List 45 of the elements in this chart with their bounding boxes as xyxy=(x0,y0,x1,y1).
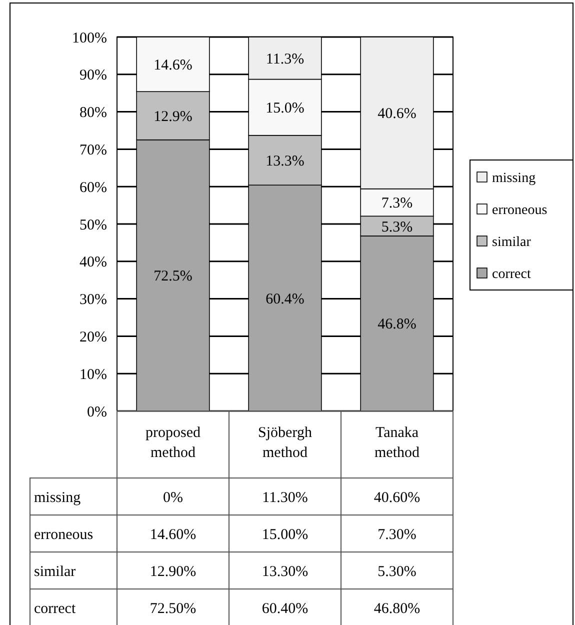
y-tick-label: 60% xyxy=(80,180,107,196)
y-tick-label: 40% xyxy=(80,254,107,271)
text: 72.50% xyxy=(150,600,196,617)
text: 11.30% xyxy=(262,490,308,506)
text: missing xyxy=(34,490,81,506)
data-label: 14.6% xyxy=(154,58,192,74)
y-tick-label: 80% xyxy=(80,105,107,122)
text: 46.80% xyxy=(374,600,420,617)
x-tick-label: Sjöbergh method xyxy=(258,425,312,461)
data-label: 46.8% xyxy=(378,316,416,333)
text: erroneous xyxy=(34,526,94,543)
legend-label: erroneous xyxy=(492,202,548,218)
text: 15.00% xyxy=(262,526,308,543)
y-tick-label: 30% xyxy=(80,292,107,308)
legend-label: correct xyxy=(492,266,531,282)
text: 0% xyxy=(163,490,183,506)
text: 13.30% xyxy=(262,564,308,580)
legend-label: missing xyxy=(492,170,536,186)
y-tick-label: 0% xyxy=(87,404,107,420)
text: 60.40% xyxy=(262,600,308,617)
text: 14.60% xyxy=(150,526,196,543)
text: similar xyxy=(34,564,76,580)
y-tick-label: 100% xyxy=(72,30,107,46)
data-label: 13.3% xyxy=(266,153,304,170)
legend-label: similar xyxy=(492,234,532,250)
y-tick-label: 20% xyxy=(80,329,107,346)
text: 7.30% xyxy=(378,526,416,543)
data-label: 72.5% xyxy=(154,268,192,285)
data-label: 7.3% xyxy=(381,196,413,212)
data-label: 60.4% xyxy=(266,291,304,308)
data-label: 15.0% xyxy=(266,100,304,117)
y-tick-label: 50% xyxy=(80,217,107,234)
data-label: 40.6% xyxy=(378,106,416,122)
data-label: 11.3% xyxy=(266,51,304,68)
data-label: 5.3% xyxy=(381,219,413,236)
data-label: 12.9% xyxy=(154,108,192,125)
x-tick-label: proposed method xyxy=(146,425,201,461)
text: correct xyxy=(34,600,76,617)
text: 5.30% xyxy=(378,564,416,580)
y-tick-label: 10% xyxy=(80,366,107,383)
text: 12.90% xyxy=(150,564,196,580)
y-tick-label: 70% xyxy=(80,142,107,158)
x-tick-label: Tanaka method xyxy=(374,425,420,461)
y-tick-label: 90% xyxy=(80,68,107,84)
text: 40.60% xyxy=(374,490,420,506)
